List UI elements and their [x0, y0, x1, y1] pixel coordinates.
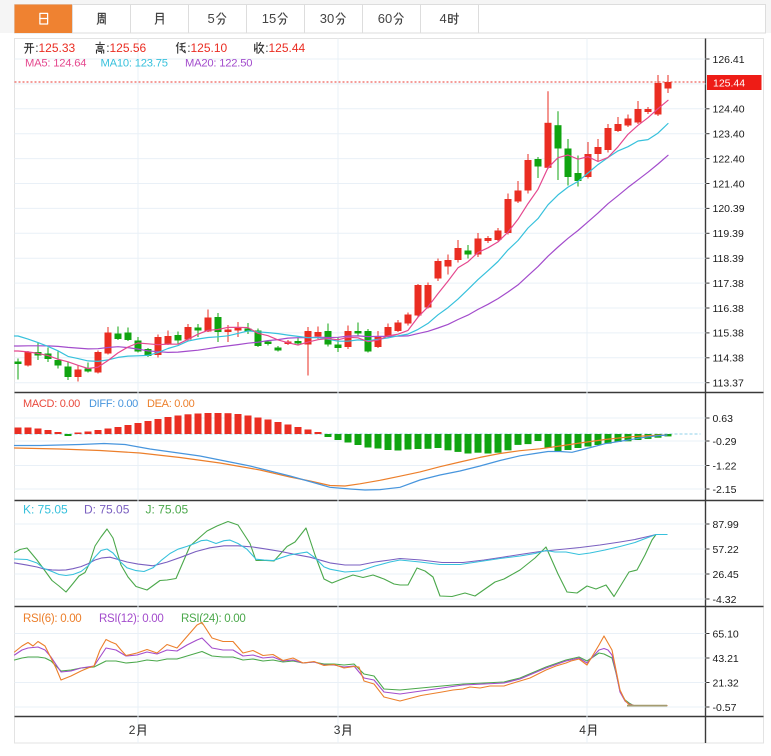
svg-text:118.39: 118.39 — [713, 253, 744, 265]
svg-text:124.40: 124.40 — [713, 104, 745, 116]
svg-text:MACD: 0.00: MACD: 0.00 — [23, 398, 80, 410]
svg-text:115.38: 115.38 — [713, 328, 744, 340]
svg-text:4: 4 — [440, 11, 447, 26]
svg-text:MA5: 124.64: MA5: 124.64 — [25, 58, 86, 70]
svg-text:5: 5 — [208, 11, 215, 26]
svg-text:113.37: 113.37 — [713, 378, 744, 390]
svg-text:D: 75.05: D: 75.05 — [84, 503, 130, 517]
svg-text:K: 75.05: K: 75.05 — [23, 503, 68, 517]
svg-text:57.22: 57.22 — [713, 544, 739, 556]
svg-text:RSI(24): 0.00: RSI(24): 0.00 — [181, 613, 246, 625]
svg-text:125.44: 125.44 — [713, 78, 745, 90]
svg-text:-0.29: -0.29 — [713, 436, 737, 448]
svg-text:60: 60 — [378, 11, 392, 26]
svg-text:21.32: 21.32 — [713, 677, 739, 689]
svg-text:125.10: 125.10 — [191, 41, 228, 55]
svg-text:DIFF: 0.00: DIFF: 0.00 — [89, 398, 138, 410]
svg-text::: : — [106, 41, 109, 55]
svg-text:122.40: 122.40 — [713, 153, 745, 165]
svg-text:119.39: 119.39 — [713, 228, 744, 240]
svg-text:4: 4 — [579, 723, 586, 737]
svg-text:J: 75.05: J: 75.05 — [146, 503, 189, 517]
svg-text::: : — [187, 41, 190, 55]
svg-text:RSI(6): 0.00: RSI(6): 0.00 — [23, 613, 81, 625]
svg-text:87.99: 87.99 — [713, 519, 739, 531]
svg-text:-1.22: -1.22 — [713, 460, 737, 472]
svg-text:2: 2 — [129, 723, 136, 737]
svg-text:125.56: 125.56 — [110, 41, 147, 55]
svg-text:117.38: 117.38 — [713, 278, 744, 290]
svg-text:116.38: 116.38 — [713, 303, 744, 315]
svg-text::: : — [35, 41, 38, 55]
svg-text:MA20: 122.50: MA20: 122.50 — [185, 58, 252, 70]
svg-text:-2.15: -2.15 — [713, 484, 737, 496]
svg-text:15: 15 — [262, 11, 276, 26]
svg-text:0.63: 0.63 — [713, 413, 734, 425]
svg-text:125.44: 125.44 — [269, 41, 306, 55]
svg-text:MA10: 123.75: MA10: 123.75 — [101, 58, 168, 70]
svg-text:125.33: 125.33 — [39, 41, 76, 55]
svg-text:123.40: 123.40 — [713, 129, 745, 141]
svg-text:65.10: 65.10 — [713, 628, 739, 640]
svg-text:30: 30 — [320, 11, 334, 26]
svg-text:-0.57: -0.57 — [713, 702, 737, 714]
svg-text:43.21: 43.21 — [713, 653, 739, 665]
svg-text:-4.32: -4.32 — [713, 594, 737, 606]
svg-text:126.41: 126.41 — [713, 54, 745, 66]
svg-text:120.39: 120.39 — [713, 203, 745, 215]
svg-text::: : — [265, 41, 268, 55]
svg-text:3: 3 — [334, 723, 341, 737]
svg-text:114.38: 114.38 — [713, 353, 744, 365]
svg-text:DEA: 0.00: DEA: 0.00 — [147, 398, 195, 410]
svg-text:121.40: 121.40 — [713, 178, 745, 190]
svg-text:RSI(12): 0.00: RSI(12): 0.00 — [99, 613, 164, 625]
svg-text:26.45: 26.45 — [713, 569, 739, 581]
